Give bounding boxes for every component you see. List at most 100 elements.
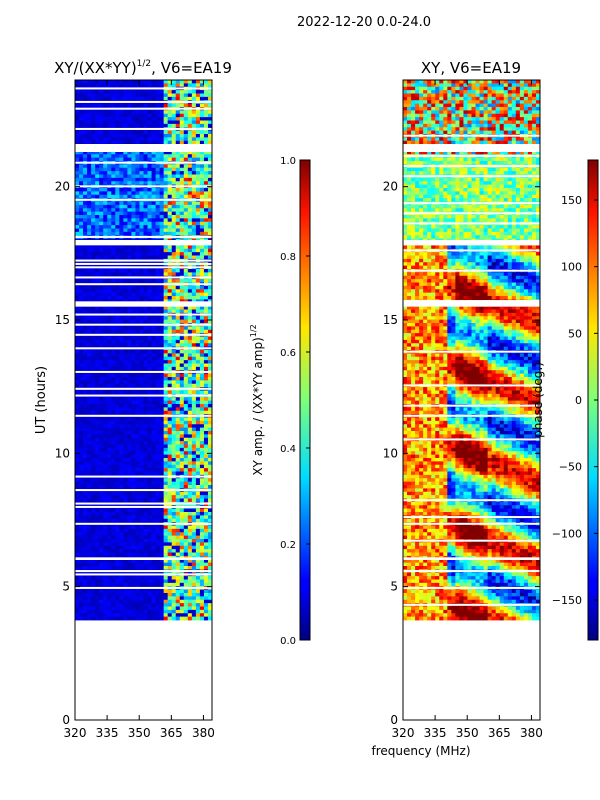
heatmap-cell — [123, 221, 128, 226]
heatmap-cell — [203, 157, 209, 162]
heatmap-cell — [107, 539, 112, 543]
heatmap-cell — [203, 353, 209, 358]
heatmap-cell — [95, 535, 100, 540]
heatmap-cell — [111, 93, 116, 98]
heatmap-cell — [75, 248, 80, 253]
heatmap-cell — [75, 225, 80, 229]
heatmap-cell — [119, 194, 124, 199]
heatmap-cell — [191, 535, 197, 540]
heatmap-cell — [163, 353, 169, 358]
heatmap-cell — [147, 417, 152, 422]
heatmap-cell — [139, 123, 144, 128]
heatmap-cell — [195, 528, 201, 533]
heatmap-cell — [175, 512, 181, 516]
heatmap-cell — [107, 93, 112, 98]
heatmap-cell — [183, 80, 189, 84]
heatmap-cell — [103, 424, 108, 429]
heatmap-cell — [87, 410, 92, 415]
heatmap-cell — [199, 177, 205, 182]
heatmap-cell — [195, 171, 201, 175]
heatmap-cell — [151, 110, 156, 115]
heatmap-cell — [147, 562, 152, 567]
heatmap-cell — [143, 360, 148, 364]
heatmap-cell — [139, 96, 144, 101]
heatmap-cell — [87, 518, 92, 523]
heatmap-cell — [143, 451, 148, 456]
heatmap-cell — [167, 562, 173, 567]
heatmap-cell — [147, 441, 152, 445]
heatmap-cell — [123, 532, 128, 537]
heatmap-cell — [99, 245, 104, 250]
heatmap-cell — [175, 458, 181, 462]
heatmap-cell — [183, 83, 189, 88]
heatmap-cell — [143, 218, 148, 223]
heatmap-cell — [107, 221, 112, 226]
heatmap-cell — [195, 309, 201, 314]
heatmap-cell — [155, 319, 161, 324]
heatmap-cell — [163, 157, 169, 162]
heatmap-cell — [163, 221, 169, 226]
heatmap-cell — [199, 431, 205, 435]
heatmap-cell — [191, 83, 197, 88]
heatmap-cell — [95, 559, 100, 564]
heatmap-cell — [171, 451, 177, 456]
heatmap-cell — [87, 444, 92, 449]
heatmap-cell — [127, 194, 132, 199]
heatmap-cell — [115, 454, 120, 459]
heatmap-cell — [199, 80, 205, 84]
heatmap-cell — [195, 83, 201, 88]
heatmap-cell — [91, 559, 96, 564]
heatmap-cell — [143, 285, 148, 290]
heatmap-cell — [139, 481, 144, 486]
heatmap-cell — [107, 461, 112, 466]
heatmap-cell — [107, 552, 112, 557]
heatmap-cell — [139, 498, 144, 503]
heatmap-cell — [107, 545, 112, 550]
heatmap-cell — [187, 269, 193, 273]
heatmap-cell — [99, 130, 104, 135]
heatmap-cell — [179, 468, 185, 472]
heatmap-cell — [203, 93, 209, 98]
heatmap-cell — [103, 518, 108, 523]
heatmap-cell — [87, 255, 92, 260]
heatmap-cell — [187, 117, 193, 121]
heatmap-cell — [151, 410, 156, 415]
heatmap-cell — [199, 231, 205, 236]
heatmap-cell — [159, 471, 165, 476]
heatmap-cell — [195, 559, 201, 564]
heatmap-cell — [187, 201, 193, 206]
heatmap-cell — [115, 117, 120, 121]
heatmap-cell — [83, 390, 88, 395]
heatmap-cell — [131, 417, 136, 422]
heatmap-cell — [127, 181, 132, 186]
heatmap-cell — [119, 329, 124, 334]
heatmap-cell — [95, 255, 100, 260]
heatmap-cell — [191, 336, 197, 341]
heatmap-cell — [207, 248, 212, 253]
heatmap-cell — [111, 228, 116, 233]
heatmap-cell — [123, 495, 128, 499]
heatmap-cell — [115, 336, 120, 341]
heatmap-cell — [155, 383, 161, 388]
heatmap-cell — [183, 498, 189, 503]
heatmap-cell — [175, 545, 181, 550]
heatmap-cell — [199, 96, 205, 101]
heatmap-cell — [79, 353, 84, 358]
heatmap-cell — [175, 417, 181, 422]
heatmap-cell — [135, 140, 140, 145]
heatmap-cell — [191, 468, 197, 472]
heatmap-cell — [155, 552, 161, 557]
heatmap-cell — [111, 464, 116, 469]
heatmap-cell — [155, 326, 161, 331]
heatmap-cell — [123, 289, 128, 294]
heatmap-cell — [203, 478, 209, 483]
heatmap-cell — [155, 495, 161, 499]
heatmap-cell — [159, 532, 165, 537]
heatmap-cell — [107, 191, 112, 196]
heatmap-cell — [87, 285, 92, 290]
heatmap-cell — [199, 140, 205, 145]
heatmap-cell — [123, 96, 128, 101]
heatmap-cell — [115, 437, 120, 442]
heatmap-cell — [87, 218, 92, 223]
heatmap-cell — [95, 491, 100, 496]
